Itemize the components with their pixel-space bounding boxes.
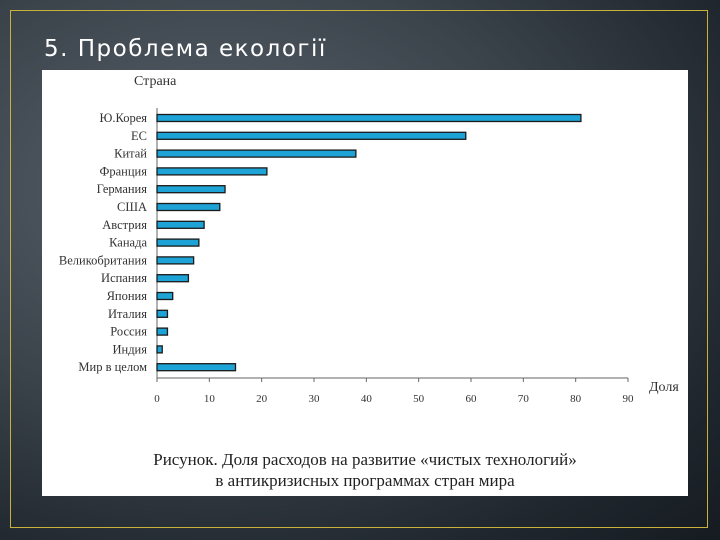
category-label: Индия [112,342,147,356]
category-label: Австрия [102,218,147,232]
category-label: Канада [109,236,147,250]
bar [156,256,195,265]
x-tick-label: 50 [413,393,425,405]
bar [156,220,205,229]
bar [156,291,174,301]
category-label: Италия [108,307,147,321]
x-tick-label: 60 [466,393,478,405]
category-label: Испания [101,271,147,285]
x-tick-label: 80 [570,393,582,405]
bar [156,363,237,372]
bar [156,274,190,283]
category-label: Ю.Корея [100,111,148,125]
chart-panel: 0 10 20 30 40 50 60 70 80 90 Страна Доля Ю.Корея ЕС Ки… [42,70,688,496]
category-label: ЕС [131,129,147,143]
category-label: Китай [114,147,147,161]
bar [156,345,163,354]
bar [156,113,582,123]
category-label: Германия [97,182,148,196]
category-label: Япония [107,289,148,303]
x-tick-label: 90 [623,393,635,405]
x-tick-label: 40 [361,393,373,405]
x-tick-label: 10 [204,393,216,405]
x-tick-label: 30 [309,393,321,405]
category-label: Россия [110,325,147,339]
x-tick-label: 20 [256,393,268,405]
bar [156,309,169,318]
category-label: Мир в целом [78,360,147,374]
bar [156,167,268,176]
x-tick-label: 0 [154,393,160,405]
bar [156,149,357,158]
category-label: США [117,200,147,214]
bar [156,202,221,212]
category-label: Франция [100,164,148,178]
chart-caption-line2: в антикризисных программах стран мира [215,471,515,490]
bar [156,131,467,140]
x-tick-label: 70 [518,393,530,405]
bar [156,238,200,247]
y-axis-title: Страна [134,74,177,89]
bar [156,327,169,336]
x-axis-title: Доля [649,380,679,395]
category-label: Великобритания [59,253,147,267]
slide-title: 5. Проблема екології [44,36,327,62]
bar [156,185,226,194]
chart-caption-line1: Рисунок. Доля расходов на развитие «чист… [153,450,577,469]
slide-frame [10,10,708,528]
bar-chart: 0 10 20 30 40 50 60 70 80 90 Страна Доля Ю.Корея ЕС Ки… [59,74,679,405]
